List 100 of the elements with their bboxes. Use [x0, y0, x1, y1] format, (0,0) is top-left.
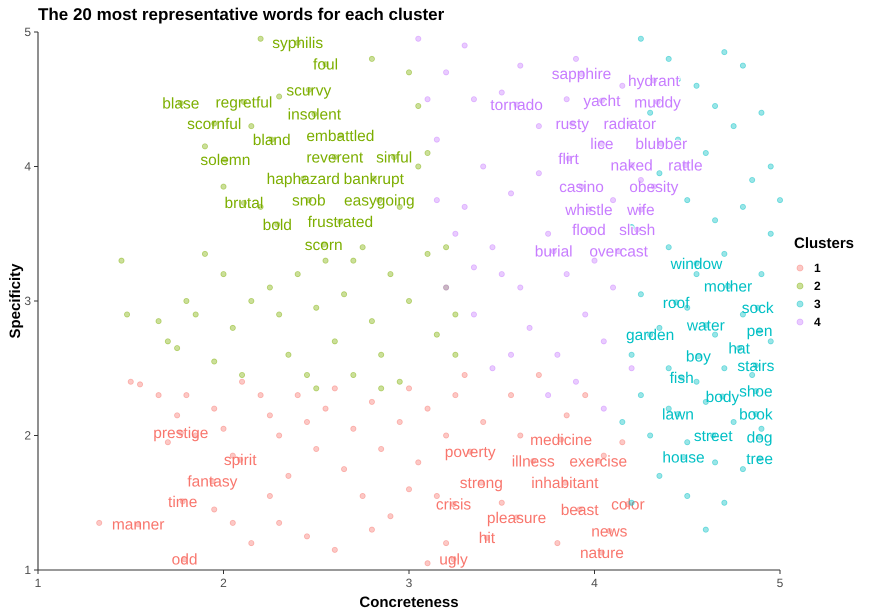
legend-label: 4	[814, 315, 821, 330]
data-label: syphilis	[272, 35, 324, 52]
legend-label: 2	[814, 279, 821, 294]
data-label: garden	[626, 327, 674, 344]
data-label: time	[168, 494, 198, 511]
data-label: snob	[292, 192, 326, 210]
data-label: tornado	[490, 97, 543, 114]
point	[517, 284, 524, 291]
point	[462, 204, 468, 210]
data-label: regretful	[215, 94, 272, 112]
point	[434, 136, 440, 143]
y-tick-label: 4	[24, 160, 32, 174]
data-label: lice	[590, 136, 614, 154]
y-tick-label: 2	[24, 428, 32, 443]
point	[600, 406, 607, 412]
data-label: crisis	[436, 496, 472, 514]
data-label: foul	[313, 56, 338, 74]
point	[470, 96, 477, 102]
point	[498, 271, 505, 278]
point	[628, 365, 635, 372]
data-label: strong	[460, 475, 503, 492]
point	[564, 271, 570, 278]
data-label: news	[591, 523, 628, 540]
point	[508, 190, 514, 196]
point	[470, 311, 477, 318]
y-axis-title: Specificity	[7, 262, 24, 339]
point	[572, 378, 579, 385]
point	[508, 352, 514, 358]
data-label: scorn	[304, 236, 343, 254]
data-label: solemn	[200, 152, 250, 170]
point	[564, 96, 570, 102]
data-label: embattled	[306, 128, 374, 145]
data-label: house	[662, 449, 705, 466]
data-label: whistle	[564, 202, 613, 219]
y-tick-label: 5	[24, 25, 32, 40]
data-label: stairs	[737, 358, 775, 375]
data-label: color	[611, 496, 645, 514]
data-label: pleasure	[486, 510, 546, 527]
data-label: odd	[172, 552, 198, 569]
data-label: sapphire	[552, 66, 612, 84]
data-label: nature	[580, 544, 624, 562]
data-label: hit	[478, 530, 496, 548]
data-label: scornful	[187, 116, 242, 133]
data-label: book	[739, 406, 773, 424]
data-label: beast	[560, 502, 600, 519]
data-label: boy	[686, 348, 712, 366]
data-label: sock	[742, 300, 774, 318]
legend-title: Clusters	[794, 235, 854, 252]
point	[536, 170, 542, 176]
data-label: insolent	[288, 106, 342, 124]
data-label: frustrated	[308, 214, 374, 232]
x-axis-title: Concreteness	[359, 594, 459, 611]
data-label: fantasy	[187, 474, 238, 491]
point	[480, 164, 486, 170]
x-tick-label: 2	[220, 576, 228, 590]
data-label: hydrant	[628, 72, 680, 90]
x-tick-label: 3	[406, 576, 413, 590]
point	[489, 244, 496, 250]
chart-title: The 20 most representative words for each cluster	[38, 5, 445, 24]
point	[545, 230, 552, 237]
point	[572, 56, 579, 62]
point	[415, 36, 422, 42]
x-tick-label: 5	[776, 576, 784, 590]
data-label: hat	[728, 340, 751, 358]
data-label: bland	[252, 132, 291, 150]
data-label: rattle	[668, 158, 703, 175]
data-label: lawn	[662, 406, 694, 424]
y-tick-label: 3	[24, 294, 32, 308]
point	[536, 123, 542, 130]
data-label: pen	[746, 323, 773, 340]
point	[498, 90, 505, 96]
legend-label: 1	[814, 261, 821, 276]
data-label: flirt	[558, 150, 580, 168]
data-label: sinful	[376, 150, 412, 167]
data-label: radiator	[603, 116, 656, 133]
data-label: tree	[746, 450, 773, 468]
data-label: window	[670, 256, 724, 273]
point	[582, 311, 588, 318]
point	[610, 197, 616, 204]
point	[592, 258, 598, 264]
point	[554, 352, 560, 358]
point	[600, 338, 607, 344]
data-label: flood	[572, 222, 606, 240]
data-label: exercise	[569, 453, 628, 470]
x-tick-label: 1	[34, 576, 42, 590]
y-tick-label: 1	[24, 563, 32, 578]
point	[526, 324, 533, 331]
data-label: street	[694, 428, 734, 445]
data-label: blase	[162, 96, 200, 113]
data-label: poverty	[444, 444, 496, 462]
point	[462, 42, 468, 48]
point	[489, 365, 496, 372]
data-label: bold	[262, 216, 292, 234]
x-tick-label: 4	[591, 576, 598, 590]
point	[545, 392, 552, 398]
data-label: scurvy	[286, 82, 332, 100]
data-label: manner	[112, 516, 164, 534]
data-label: spirit	[224, 452, 258, 470]
point	[443, 69, 450, 76]
data-label: burial	[534, 244, 573, 261]
